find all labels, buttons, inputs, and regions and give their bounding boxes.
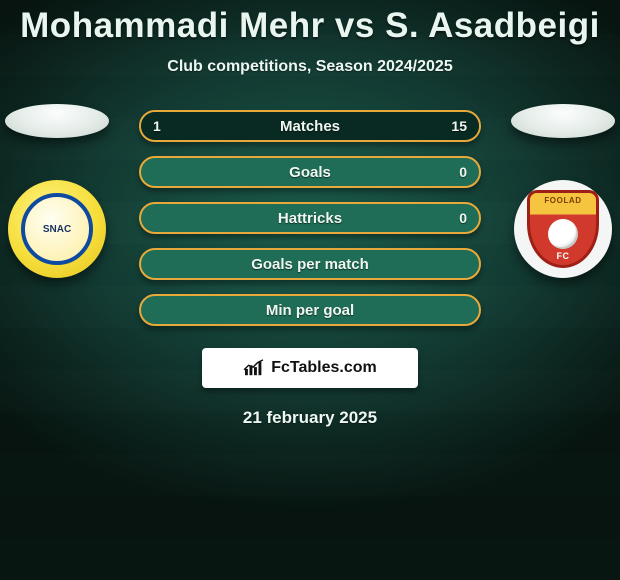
left-team-badge: SNAC [8, 180, 106, 278]
left-player-col: SNAC [2, 104, 112, 278]
stat-value-right: 0 [459, 164, 467, 180]
right-team-shield: FOOLAD FC [527, 190, 599, 268]
stat-value-right: 15 [451, 118, 467, 134]
left-team-badge-text: SNAC [21, 193, 93, 265]
subtitle: Club competitions, Season 2024/2025 [0, 58, 620, 76]
right-player-col: FOOLAD FC [508, 104, 618, 278]
source-attribution: FcTables.com [202, 348, 418, 388]
stat-label: Matches [280, 118, 340, 135]
infographic: Mohammadi Mehr vs S. Asadbeigi Club comp… [0, 0, 620, 580]
left-player-silhouette [5, 104, 109, 138]
comparison-area: SNAC FOOLAD FC 1Matches15Goals0Hattricks… [0, 110, 620, 326]
right-player-silhouette [511, 104, 615, 138]
soccer-ball-icon [548, 219, 578, 249]
stat-pill: Goals per match [139, 248, 481, 280]
stat-pill: Goals 0 [139, 156, 481, 188]
right-team-badge: FOOLAD FC [514, 180, 612, 278]
date-text: 21 february 2025 [0, 408, 620, 428]
stat-label: Hattricks [278, 210, 342, 227]
stat-value-left: 1 [153, 118, 161, 134]
page-title: Mohammadi Mehr vs S. Asadbeigi [0, 6, 620, 46]
stat-value-right: 0 [459, 210, 467, 226]
stat-label: Goals per match [251, 256, 369, 273]
right-team-top-text: FOOLAD [530, 196, 596, 205]
stat-pill: Min per goal [139, 294, 481, 326]
stat-pill: Hattricks 0 [139, 202, 481, 234]
stat-label: Goals [289, 164, 331, 181]
stat-pills: 1 Matches 15 Goals 0 Hattricks 0 Goals per matc… [139, 110, 481, 326]
stat-pill: 1 Matches 15 [139, 110, 481, 142]
stat-label: Min per goal [266, 302, 354, 319]
right-team-bottom-text: FC [557, 251, 570, 261]
bar-chart-icon [243, 359, 265, 377]
source-text: FcTables.com [271, 359, 377, 377]
